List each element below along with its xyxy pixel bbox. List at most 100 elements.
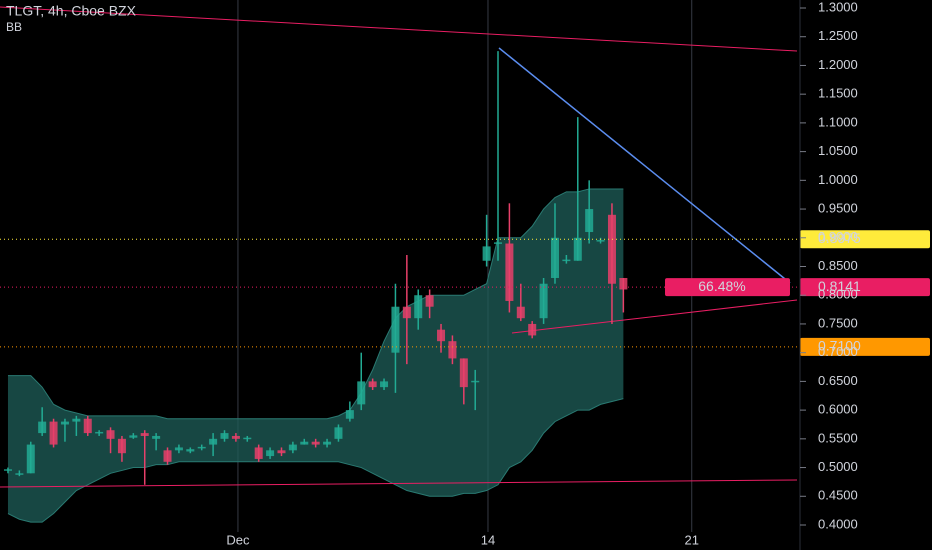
candle-body <box>300 441 309 445</box>
candle-body <box>459 358 468 388</box>
price-label-box <box>800 278 930 297</box>
y-tick-label: 1.2500 <box>818 28 858 43</box>
candle-body <box>414 295 423 319</box>
candle-body <box>60 421 69 425</box>
y-tick-label: 0.7000 <box>818 344 858 359</box>
candle-body <box>619 277 628 290</box>
candle-body <box>186 449 195 452</box>
price-axis: 0.4000 0.4500 0.5000 0.5500 0.6000 0.6500 0.70… <box>800 0 858 531</box>
candle-body <box>448 341 457 359</box>
candle-body <box>562 259 571 262</box>
price-label: 0.8141 <box>818 278 861 294</box>
change-label: 66.48% <box>698 278 745 294</box>
candle-body <box>596 240 605 242</box>
candle-body <box>254 447 263 459</box>
y-tick-label: 1.0500 <box>818 143 858 158</box>
drawings <box>0 6 798 488</box>
price-label: 0.8975 <box>818 230 861 246</box>
candle-body <box>311 441 320 445</box>
band-upper <box>7 188 624 420</box>
candle-body <box>117 438 126 454</box>
trend-line <box>0 479 798 488</box>
y-tick-label: 0.5000 <box>818 459 858 474</box>
candle-body <box>266 450 275 457</box>
candle-body <box>494 242 503 244</box>
candle-body <box>288 444 297 451</box>
candle-body <box>391 306 400 353</box>
trend-line <box>511 299 798 334</box>
candle-body <box>26 444 35 474</box>
candle-body <box>49 421 58 445</box>
candle-body <box>140 433 149 436</box>
y-tick-label: 0.4500 <box>818 488 858 503</box>
y-tick-label: 0.6000 <box>818 402 858 417</box>
candle-body <box>528 323 537 336</box>
candle-body <box>505 243 514 301</box>
candle-body <box>380 381 389 388</box>
candle-body <box>3 469 12 471</box>
price-label: 0.7100 <box>818 338 861 354</box>
candle-body <box>15 473 24 475</box>
candle-body <box>357 381 366 405</box>
candle-body <box>345 410 354 419</box>
candle-body <box>129 435 138 438</box>
candle-body <box>516 306 525 319</box>
y-tick-label: 0.7500 <box>818 315 858 330</box>
x-tick-label: 14 <box>481 532 495 547</box>
candle-body <box>425 295 434 307</box>
candle-body <box>437 329 446 342</box>
band-lower <box>7 398 624 523</box>
y-tick-label: 0.4000 <box>818 516 858 531</box>
candle-body <box>163 450 172 462</box>
y-tick-label: 1.2000 <box>818 57 858 72</box>
candle-body <box>197 446 206 449</box>
candle-body <box>38 421 47 434</box>
candle-body <box>95 431 104 434</box>
candles <box>3 51 628 485</box>
y-tick-label: 0.8000 <box>818 287 858 302</box>
y-tick-label: 1.1500 <box>818 86 858 101</box>
x-tick-label: 21 <box>685 532 699 547</box>
candle-body <box>277 450 286 454</box>
candle-body <box>402 306 411 319</box>
y-tick-label: 0.8500 <box>818 258 858 273</box>
y-tick-label: 0.9500 <box>818 200 858 215</box>
candle-body <box>83 418 92 434</box>
candle-body <box>573 237 582 261</box>
candle-body <box>550 237 559 278</box>
candle-body <box>231 435 240 439</box>
candle-body <box>334 427 343 439</box>
change-box <box>665 278 790 297</box>
y-tick-label: 1.0000 <box>818 172 858 187</box>
candle-body <box>607 214 616 284</box>
y-tick-label: 1.1000 <box>818 114 858 129</box>
band-area <box>7 188 624 523</box>
trend-line <box>0 6 798 52</box>
trend-line <box>498 47 791 284</box>
bollinger-band <box>7 188 624 523</box>
candle-body <box>471 380 480 383</box>
y-tick-label: 1.3000 <box>818 0 858 14</box>
y-tick-label: 0.6500 <box>818 373 858 388</box>
candle-body <box>323 441 332 445</box>
price-levels: 0.8975 0.8141 66.48% 0.7100 <box>0 230 930 356</box>
candle-body <box>220 433 229 439</box>
candle-body <box>106 430 115 439</box>
price-label-box <box>800 230 930 249</box>
candle-body <box>72 418 81 422</box>
candle-body <box>539 283 548 319</box>
chart-title: TLGT, 4h, Cboe BZX <box>6 3 137 19</box>
candle-body <box>174 447 183 451</box>
y-tick-label: 0.5500 <box>818 430 858 445</box>
candle-body <box>209 438 218 445</box>
candle-body <box>585 209 594 233</box>
y-tick-label: 0.9000 <box>818 229 858 244</box>
candle-body <box>482 246 491 261</box>
x-tick-label: Dec <box>226 532 250 547</box>
candle-body <box>152 435 161 439</box>
indicator-label: BB <box>6 20 22 34</box>
candle-body <box>368 381 377 388</box>
candle-body <box>243 437 252 440</box>
price-label-box <box>800 337 930 356</box>
